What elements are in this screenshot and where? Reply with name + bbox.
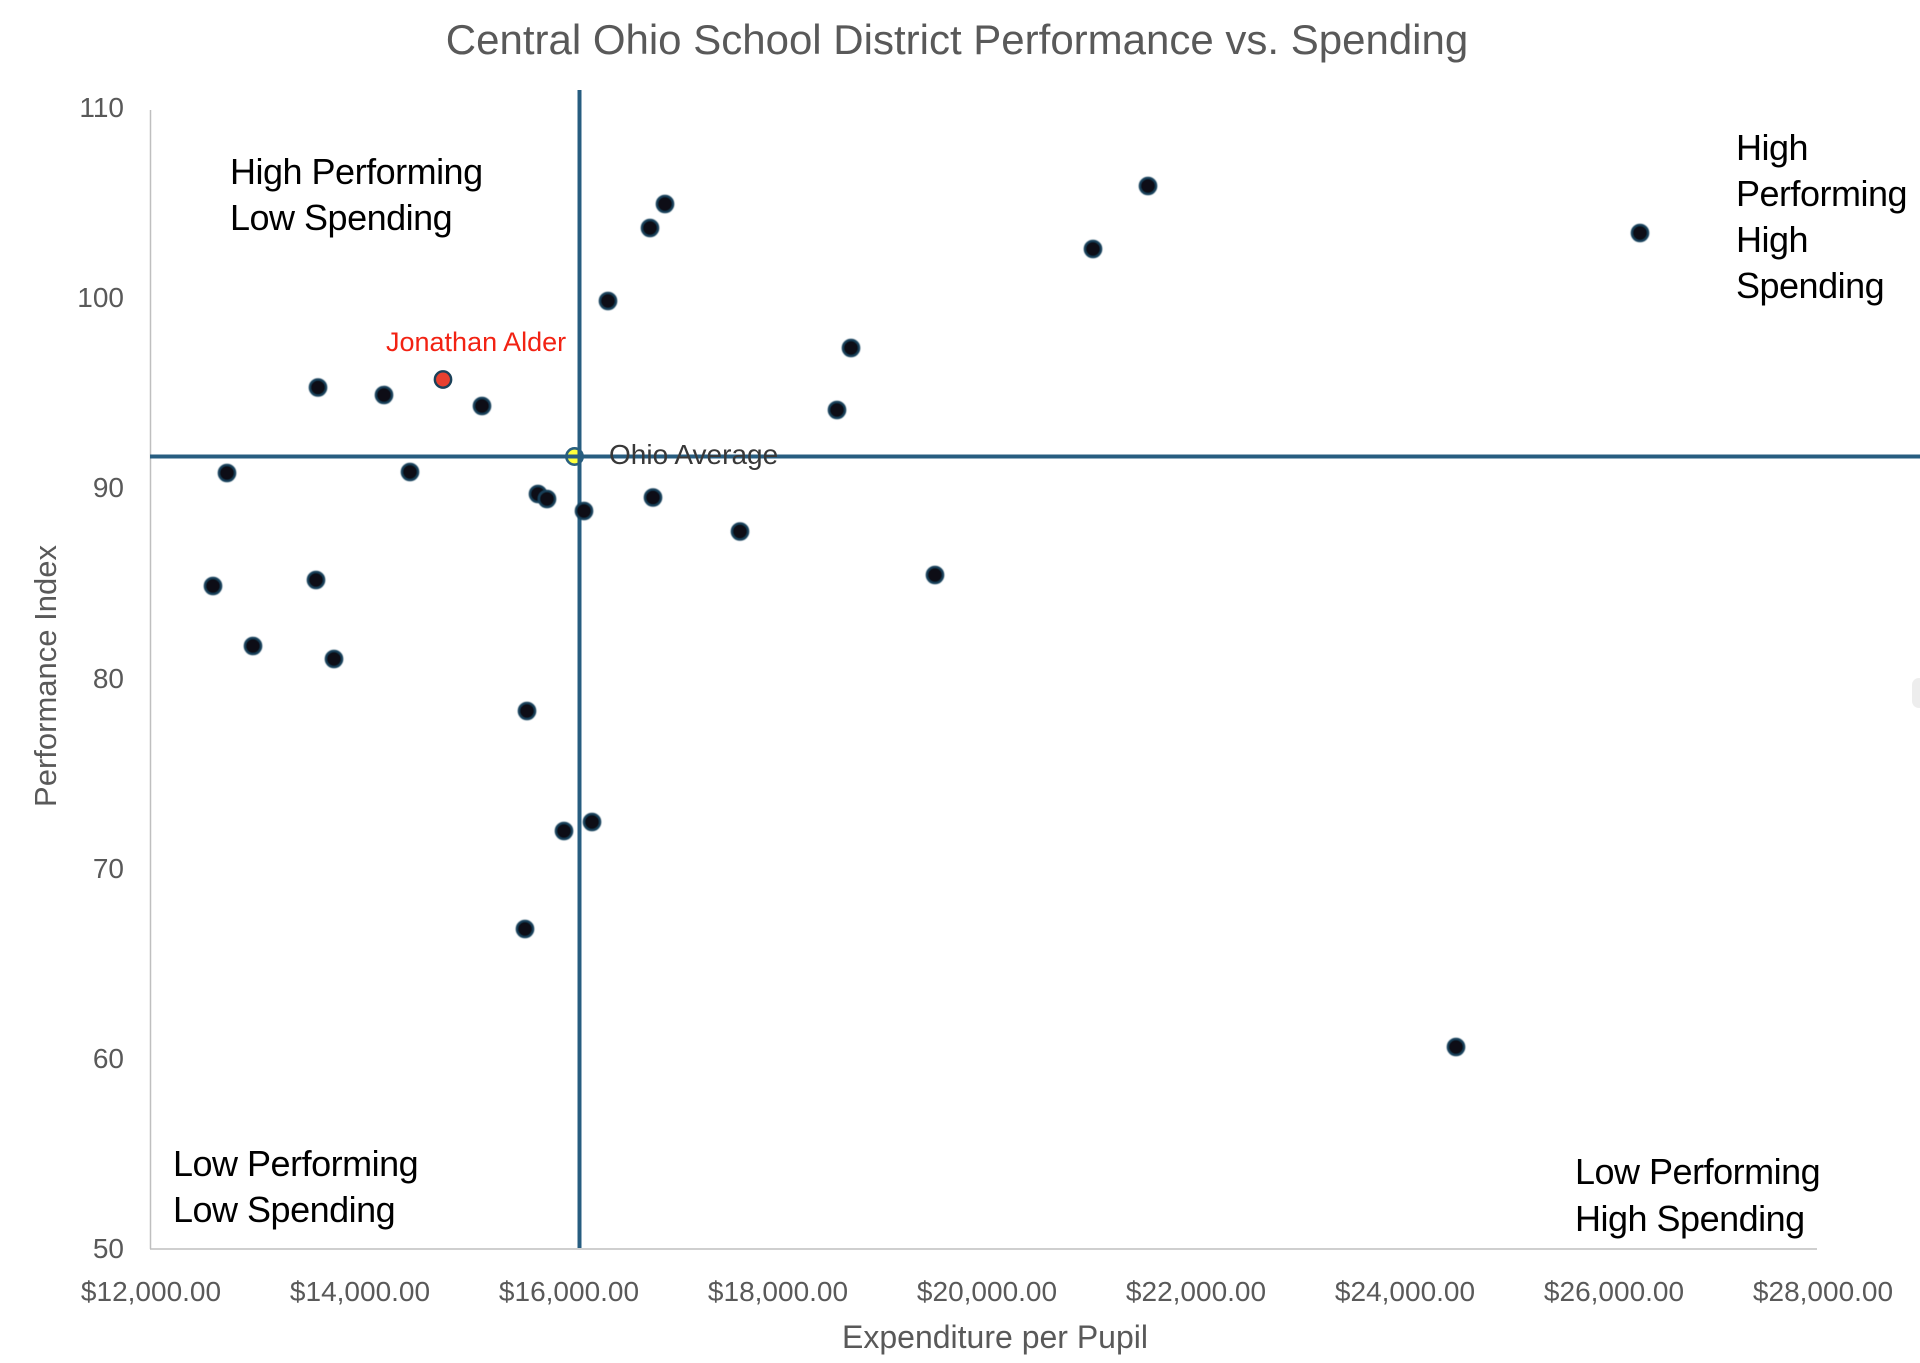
svg-text:High: High bbox=[1736, 127, 1808, 168]
svg-text:$18,000.00: $18,000.00 bbox=[708, 1276, 848, 1307]
svg-text:Low Spending: Low Spending bbox=[230, 197, 452, 238]
svg-text:50: 50 bbox=[93, 1233, 124, 1264]
svg-text:$20,000.00: $20,000.00 bbox=[917, 1276, 1057, 1307]
svg-text:110: 110 bbox=[79, 92, 124, 123]
svg-text:Jonathan Alder: Jonathan Alder bbox=[386, 327, 566, 357]
svg-text:$22,000.00: $22,000.00 bbox=[1126, 1276, 1266, 1307]
svg-text:Low Spending: Low Spending bbox=[173, 1189, 395, 1230]
svg-text:60: 60 bbox=[93, 1043, 124, 1074]
svg-text:High Performing: High Performing bbox=[230, 151, 483, 192]
svg-text:$26,000.00: $26,000.00 bbox=[1544, 1276, 1684, 1307]
svg-text:Central Ohio School District P: Central Ohio School District Performance… bbox=[446, 16, 1468, 63]
svg-text:Spending: Spending bbox=[1736, 265, 1884, 306]
svg-text:80: 80 bbox=[93, 663, 124, 694]
svg-text:$28,000.00: $28,000.00 bbox=[1753, 1276, 1893, 1307]
svg-text:Performing: Performing bbox=[1736, 173, 1907, 214]
svg-text:Ohio Average: Ohio Average bbox=[609, 439, 778, 470]
svg-text:70: 70 bbox=[93, 853, 124, 884]
svg-text:Low Performing: Low Performing bbox=[173, 1143, 418, 1184]
svg-text:Low Performing: Low Performing bbox=[1575, 1151, 1820, 1192]
svg-text:100: 100 bbox=[77, 282, 124, 313]
svg-text:Expenditure per Pupil: Expenditure per Pupil bbox=[842, 1319, 1148, 1355]
svg-text:$16,000.00: $16,000.00 bbox=[499, 1276, 639, 1307]
svg-text:High: High bbox=[1736, 219, 1808, 260]
svg-text:90: 90 bbox=[93, 472, 124, 503]
svg-text:$14,000.00: $14,000.00 bbox=[290, 1276, 430, 1307]
svg-text:Performance Index: Performance Index bbox=[28, 545, 63, 807]
svg-text:$12,000.00: $12,000.00 bbox=[81, 1276, 221, 1307]
svg-text:High Spending: High Spending bbox=[1575, 1198, 1805, 1239]
svg-text:$24,000.00: $24,000.00 bbox=[1335, 1276, 1475, 1307]
